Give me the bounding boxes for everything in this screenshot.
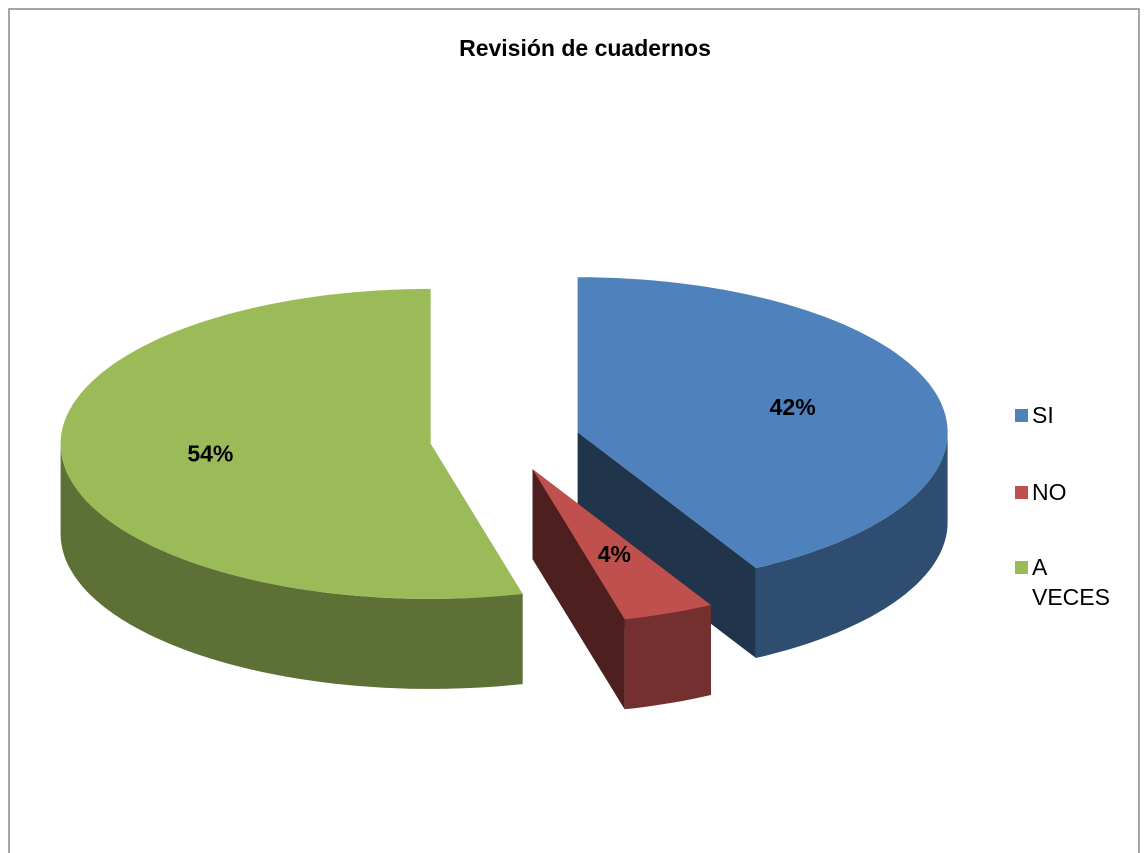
legend-swatch bbox=[1015, 561, 1028, 574]
slice bbox=[60, 288, 523, 599]
data-label: 54% bbox=[187, 441, 233, 467]
slice bbox=[577, 277, 948, 568]
data-label: 42% bbox=[770, 394, 816, 420]
pie-tops bbox=[60, 277, 948, 620]
legend-swatch bbox=[1015, 486, 1028, 499]
legend-item: A VECES bbox=[1015, 554, 1112, 612]
data-labels: 42% 4% 54% bbox=[187, 394, 815, 567]
slice-wall bbox=[60, 443, 523, 689]
slice-side bbox=[532, 469, 625, 710]
slice-side bbox=[577, 432, 756, 658]
chart-border bbox=[8, 8, 1140, 853]
legend-item: SI bbox=[1015, 402, 1132, 430]
legend-label: A VECES bbox=[1032, 554, 1110, 610]
legend-item: NO bbox=[1015, 479, 1132, 507]
chart-title: Revisión de cuadernos bbox=[459, 35, 711, 61]
legend-swatch bbox=[1015, 409, 1028, 422]
slice bbox=[532, 469, 711, 620]
slice-wall bbox=[624, 605, 711, 710]
legend-label: NO bbox=[1032, 479, 1067, 505]
data-label: 4% bbox=[598, 541, 631, 567]
legend-label: SI bbox=[1032, 402, 1054, 428]
slice-wall bbox=[755, 432, 948, 658]
